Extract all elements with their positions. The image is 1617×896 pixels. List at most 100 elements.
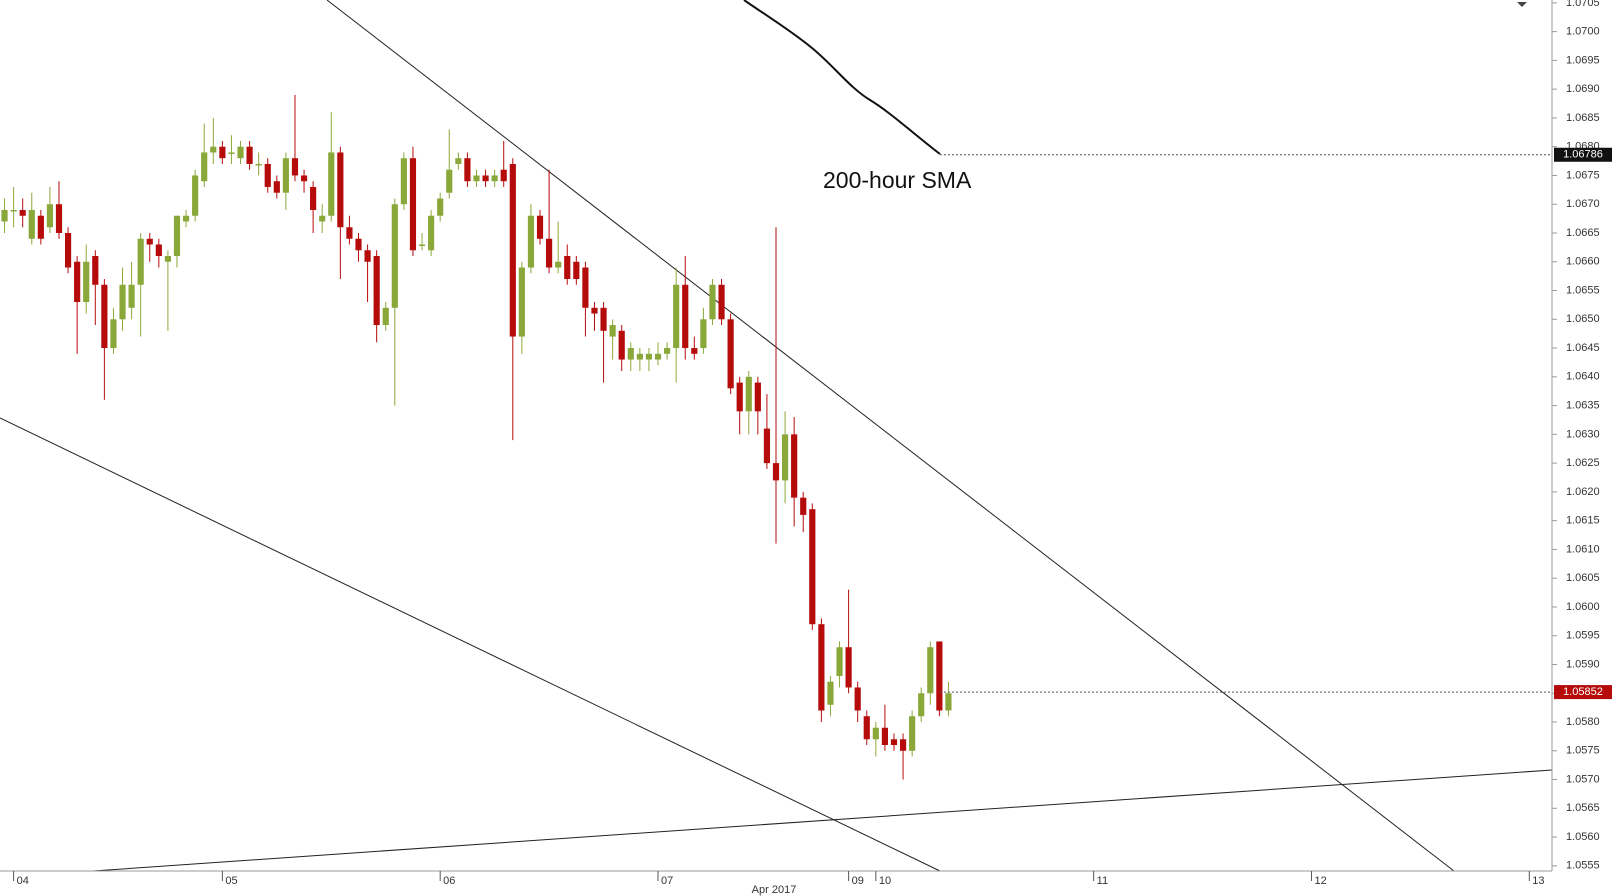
candle-body xyxy=(346,227,353,239)
y-tick-label: 1.0555 xyxy=(1566,860,1600,872)
candle-body xyxy=(328,152,335,216)
candle-body xyxy=(400,158,407,205)
candle-body xyxy=(382,307,389,326)
y-tick-label: 1.0660 xyxy=(1566,256,1600,268)
y-tick-label: 1.0685 xyxy=(1566,112,1600,124)
candle-body xyxy=(491,175,498,182)
sma-line xyxy=(743,0,941,155)
candle-body xyxy=(337,152,344,228)
candle-body xyxy=(881,727,888,746)
candle-body xyxy=(182,215,190,222)
x-tick-label: 07 xyxy=(661,875,673,887)
candle-body xyxy=(818,624,825,711)
candle-body xyxy=(128,284,135,308)
scroll-marker xyxy=(1517,2,1527,7)
annotation: 200-hour SMA xyxy=(823,167,972,193)
candle-body xyxy=(781,434,789,481)
x-tick-label: 12 xyxy=(1314,875,1326,887)
candle-body xyxy=(83,261,90,303)
candle-body xyxy=(155,244,162,257)
candle-body xyxy=(319,215,326,222)
candle-body xyxy=(246,146,253,164)
x-axis-label: Apr 2017 xyxy=(752,884,797,896)
trend-line xyxy=(0,417,941,872)
candle-body xyxy=(455,158,462,164)
candle-body xyxy=(428,215,435,251)
candle-body xyxy=(600,307,607,331)
candle-body xyxy=(727,319,734,389)
candle-body xyxy=(854,687,861,711)
candle-body xyxy=(282,158,289,193)
x-tick-label: 05 xyxy=(225,875,237,887)
candle-body xyxy=(255,163,262,166)
candle-body xyxy=(536,215,544,239)
candle-body xyxy=(936,641,943,711)
y-tick-label: 1.0665 xyxy=(1566,227,1600,239)
candle-body xyxy=(709,284,716,320)
candle-body xyxy=(736,382,743,412)
candle-body xyxy=(110,319,117,349)
candle-body xyxy=(201,152,208,182)
candle-body xyxy=(146,238,153,245)
y-tick-label: 1.0620 xyxy=(1566,486,1600,498)
candle-body xyxy=(300,175,308,182)
candle-body xyxy=(192,175,199,216)
candle-body xyxy=(46,204,54,228)
candle-body xyxy=(210,146,217,153)
candle-body xyxy=(527,215,535,268)
y-tick-label: 1.0675 xyxy=(1566,169,1600,181)
candle-body xyxy=(137,238,144,285)
candle-body xyxy=(418,244,426,247)
sma-price-box xyxy=(1554,147,1612,162)
trend-line xyxy=(92,769,1553,872)
candle-body xyxy=(437,198,444,216)
candle-body xyxy=(164,256,171,262)
candle-body xyxy=(237,146,244,159)
candle-body xyxy=(273,181,280,193)
candle-body xyxy=(391,204,398,308)
y-tick-label: 1.0640 xyxy=(1566,371,1600,383)
candle-body xyxy=(899,739,907,751)
y-tick-label: 1.0690 xyxy=(1566,83,1600,95)
y-tick-label: 1.0705 xyxy=(1566,0,1600,9)
x-tick-label: 11 xyxy=(1097,875,1108,887)
y-tick-label: 1.0610 xyxy=(1566,543,1600,555)
candle-body xyxy=(173,215,181,257)
y-tick-label: 1.0630 xyxy=(1566,428,1600,440)
candle-body xyxy=(92,256,99,285)
candle-body xyxy=(464,158,471,182)
candle-body xyxy=(827,681,834,705)
candle-body xyxy=(10,209,17,212)
candle-body xyxy=(264,163,271,187)
candle-body xyxy=(119,284,126,320)
candle-body xyxy=(355,238,362,251)
candle-body xyxy=(745,376,752,412)
candle-body xyxy=(74,261,81,303)
y-tick-label: 1.0565 xyxy=(1566,802,1600,814)
candle-body xyxy=(546,238,553,268)
candle-body xyxy=(500,169,507,182)
y-tick-label: 1.0580 xyxy=(1566,716,1600,728)
y-tick-label: 1.0695 xyxy=(1566,54,1600,66)
candle-body xyxy=(28,209,35,239)
candle-body xyxy=(482,175,489,182)
y-tick-label: 1.0605 xyxy=(1566,572,1600,584)
y-tick-label: 1.0560 xyxy=(1566,831,1600,843)
candle-body xyxy=(228,152,235,154)
candle-body xyxy=(809,509,816,625)
candle-body xyxy=(700,319,707,349)
candle-body xyxy=(836,647,843,676)
candle-body xyxy=(645,353,653,360)
candle-body xyxy=(872,727,879,740)
candle-body xyxy=(772,463,780,481)
candle-body xyxy=(555,261,562,268)
candle-body xyxy=(627,348,634,360)
candle-body xyxy=(791,434,798,498)
candle-body xyxy=(636,353,643,360)
candle-body xyxy=(473,175,480,182)
candle-body xyxy=(509,163,516,337)
candle-body xyxy=(591,307,598,314)
x-tick-label: 09 xyxy=(852,875,864,887)
candle-body xyxy=(800,497,807,515)
